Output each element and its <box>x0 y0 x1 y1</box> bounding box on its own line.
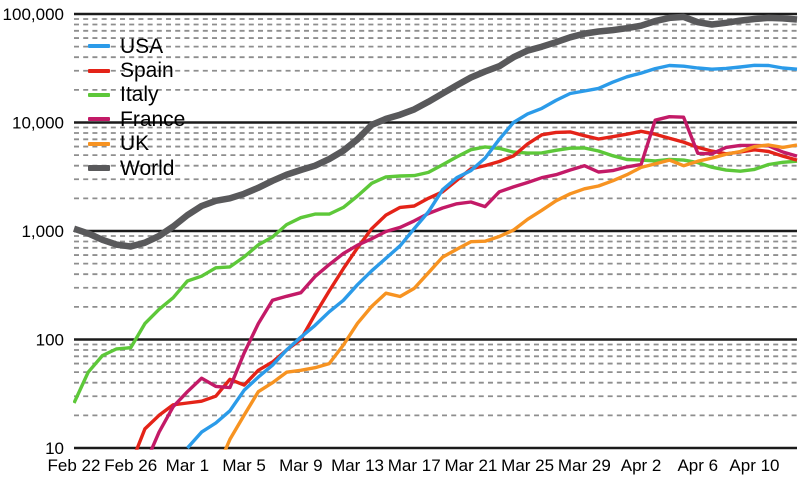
usa-line-swatch <box>88 44 110 49</box>
x-tick-label: Feb 22 <box>48 456 101 475</box>
legend: USA Spain Italy France UK World <box>88 34 185 180</box>
series-line-usa <box>186 63 798 450</box>
x-tick-label: Mar 29 <box>558 456 611 475</box>
legend-label-spain: Spain <box>120 59 174 83</box>
x-tick-label: Apr 6 <box>677 456 718 475</box>
legend-label-uk: UK <box>120 132 150 156</box>
x-tick-label: Feb 26 <box>104 456 157 475</box>
series-lines <box>73 13 798 450</box>
series-line-italy <box>73 145 798 404</box>
legend-label-world: World <box>120 156 175 180</box>
uk-line-swatch <box>88 141 110 146</box>
world-line-swatch <box>88 165 110 172</box>
x-tick-label: Mar 9 <box>279 456 322 475</box>
x-tick-label: Apr 2 <box>621 456 662 475</box>
x-tick-label: Mar 21 <box>444 456 497 475</box>
y-axis-labels: 100,000 10,000 1,000 100 10 <box>3 5 64 458</box>
legend-item-france: France <box>88 107 185 131</box>
x-axis-labels: Feb 22 Feb 26 Mar 1 Mar 5 Mar 9 Mar 13 Mar 17 M… <box>48 456 780 475</box>
legend-item-usa: USA <box>88 34 185 58</box>
y-tick-label: 100 <box>36 331 64 350</box>
spain-line-swatch <box>88 68 110 73</box>
series-line-world <box>73 13 798 250</box>
france-line-swatch <box>88 117 110 122</box>
legend-item-world: World <box>88 156 185 180</box>
y-tick-label: 10 <box>45 439 64 458</box>
legend-item-italy: Italy <box>88 83 185 107</box>
legend-item-spain: Spain <box>88 58 185 82</box>
y-tick-label: 10,000 <box>12 114 64 133</box>
series-line-france <box>149 114 798 450</box>
x-tick-label: Mar 5 <box>222 456 265 475</box>
minor-gridlines <box>74 18 797 417</box>
legend-label-usa: USA <box>120 34 164 58</box>
series-line-uk <box>223 143 798 450</box>
italy-line-swatch <box>88 92 110 97</box>
y-tick-label: 1,000 <box>21 222 64 241</box>
x-tick-label: Mar 17 <box>388 456 441 475</box>
x-tick-label: Mar 25 <box>501 456 554 475</box>
legend-label-france: France <box>120 107 186 131</box>
legend-label-italy: Italy <box>120 83 159 107</box>
x-tick-label: Apr 10 <box>729 456 779 475</box>
y-tick-label: 100,000 <box>3 5 64 24</box>
major-gridlines <box>74 12 797 450</box>
legend-item-uk: UK <box>88 132 185 156</box>
x-tick-label: Mar 13 <box>331 456 384 475</box>
x-tick-label: Mar 1 <box>166 456 209 475</box>
